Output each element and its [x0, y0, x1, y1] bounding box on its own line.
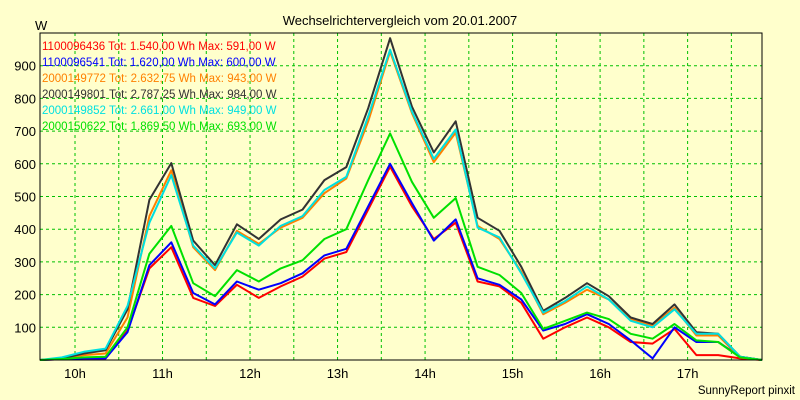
- legend-entry: 1100096541 Tot: 1.620,00 Wh Max: 600,00 …: [42, 57, 276, 69]
- y-axis-unit-label: W: [35, 18, 48, 33]
- y-tick-label: 400: [14, 222, 36, 237]
- x-tick-label: 17h: [677, 366, 699, 381]
- y-tick-label: 700: [14, 124, 36, 139]
- series-line: [39, 132, 763, 361]
- legend-entry: 1100096436 Tot: 1.540,00 Wh Max: 591,00 …: [42, 41, 276, 53]
- series-line: [39, 162, 763, 361]
- x-tick-label: 13h: [327, 366, 349, 381]
- series-line: [39, 165, 763, 361]
- chart-title: Wechselrichtervergleich vom 20.01.2007: [283, 13, 518, 28]
- x-tick-label: 14h: [414, 366, 436, 381]
- y-tick-label: 500: [14, 190, 36, 205]
- x-tick-label: 11h: [152, 366, 173, 381]
- x-axis-ticks: 10h 11h 12h 13h 14h 15h 16h 17h: [64, 366, 698, 381]
- y-axis-ticks: 100 200 300 400 500 600 700 800 900: [14, 59, 36, 336]
- x-tick-label: 10h: [64, 366, 86, 381]
- footer-credit: SunnyReport pinxit: [698, 385, 796, 397]
- legend-entry: 2000150622 Tot: 1.869,50 Wh Max: 693,00 …: [42, 121, 277, 133]
- series-lines: [39, 37, 763, 361]
- legend: 1100096436 Tot: 1.540,00 Wh Max: 591,00 …: [42, 41, 277, 133]
- legend-entry: 2000149852 Tot: 2.661,00 Wh Max: 949,00 …: [42, 105, 277, 117]
- y-tick-label: 900: [14, 59, 36, 74]
- x-tick-label: 12h: [239, 366, 261, 381]
- y-tick-label: 200: [14, 288, 36, 303]
- y-tick-label: 100: [14, 320, 36, 335]
- y-tick-label: 600: [14, 157, 36, 172]
- series-line: [39, 37, 763, 361]
- y-tick-label: 300: [14, 255, 36, 270]
- x-tick-label: 15h: [502, 366, 524, 381]
- plot-frame: [39, 32, 763, 361]
- x-tick-label: 16h: [589, 366, 611, 381]
- y-tick-label: 800: [14, 91, 36, 106]
- legend-entry: 2000149801 Tot: 2.787,25 Wh Max: 984,00 …: [42, 89, 277, 101]
- plot-border: [39, 32, 763, 361]
- series-line: [39, 48, 763, 361]
- legend-entry: 2000149772 Tot: 2.632,75 Wh Max: 943,00 …: [42, 73, 277, 85]
